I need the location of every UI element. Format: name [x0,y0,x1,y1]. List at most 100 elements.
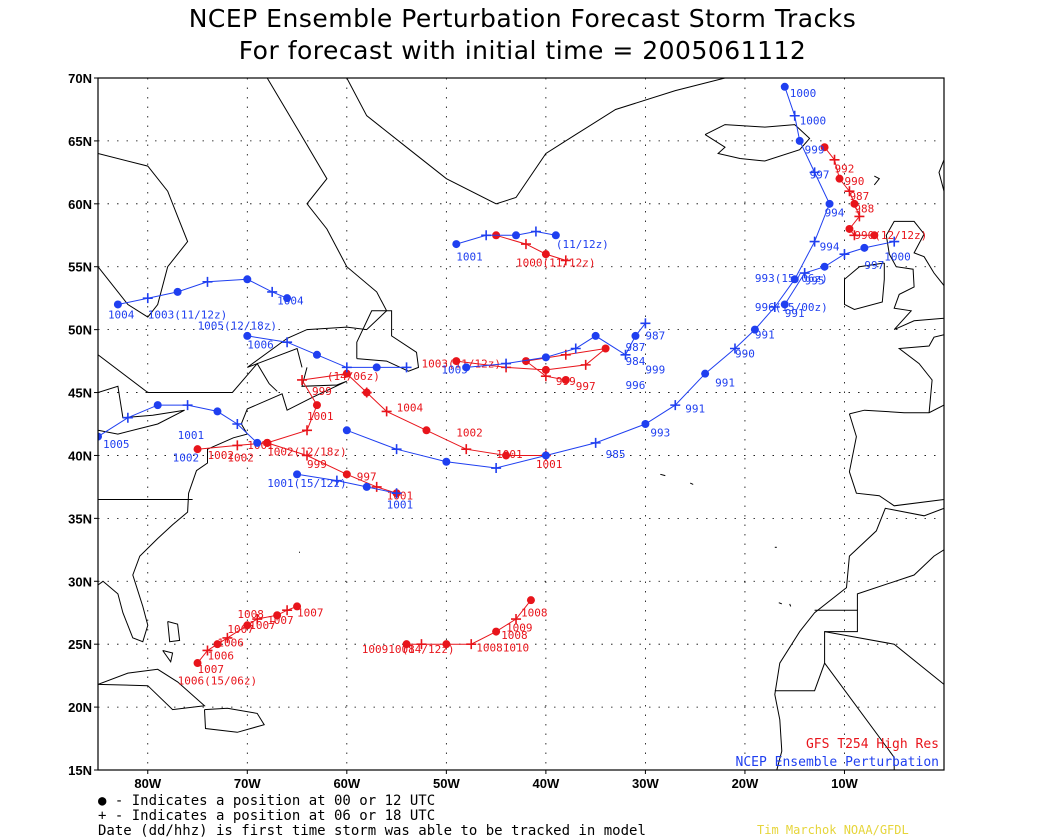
track-position-00-12utc [113,300,122,309]
track-position-06-18utc [511,614,522,625]
track-position-06-18utc [769,301,780,312]
track-line [784,241,895,305]
track-position-06-18utc [302,425,313,436]
pressure-label: 1006(15/06z) [178,674,257,687]
track-position-00-12utc [541,451,550,460]
coastline [873,175,881,186]
track-position-00-12utc [591,331,600,340]
track-line [297,473,397,494]
chart-title: NCEP Ensemble Perturbation Forecast Stor… [188,4,857,33]
pressure-label: 988 [854,203,874,216]
coastlines [98,78,944,770]
coastline [167,621,181,643]
track-position-06-18utc [302,450,313,461]
coastline [98,385,185,435]
lon-tick-label: 50W [433,776,460,791]
pressure-label: 1001 [178,429,205,442]
pressure-label: 999 [312,385,332,398]
track-position-06-18utc [391,444,402,455]
track-position-00-12utc [541,250,550,259]
ensemble-label: NCEP Ensemble Perturbation [736,755,940,770]
storm-tracks: 1006(15/06z)1007100610061007100810071007… [98,82,927,687]
coastline [204,707,265,733]
track-position-00-12utc [362,388,371,397]
pressure-label: 1008 [237,608,264,621]
lat-tick-label: 60N [68,197,92,212]
track-position-00-12utc [561,375,570,384]
pressure-label: 1001 [496,448,523,461]
pressure-label: 999 [645,364,665,377]
track-position-00-12utc [312,350,321,359]
lat-tick-label: 15N [68,763,92,778]
storm-track: 1004 1002 1001 1001 [362,388,563,471]
track-position-00-12utc [850,199,859,208]
track-position-06-18utc [809,236,820,247]
coastline [774,507,944,770]
pressure-label: 993(15/06z) [755,272,828,285]
lon-tick-label: 70W [234,776,261,791]
storm-track: 1004 1003(11/12z)1005(12/18z)1004 [108,275,304,333]
track-position-06-18utc [267,286,278,297]
pressure-label: 1006 [217,637,244,650]
storm-track: 1006 [243,331,412,373]
track-position-06-18utc [371,481,382,492]
track-position-00-12utc [273,611,282,620]
pressure-label: 990 [844,175,864,188]
pressure-label: 1002 [173,452,200,465]
coastline [690,482,694,485]
track-position-06-18utc [222,632,233,643]
track-position-06-18utc [282,605,293,616]
track-position-00-12utc [521,357,530,366]
track-line [197,373,368,450]
coastline [824,662,895,770]
coastline [346,78,726,205]
pressure-label: 1001 [536,458,563,471]
pressure-label: 991 [685,403,705,416]
coastline [844,262,885,311]
lat-tick-label: 40N [68,448,92,463]
track-line [495,234,566,261]
pressure-label: 1004 [277,294,304,307]
coastline [778,602,782,605]
track-position-06-18utc [789,110,800,121]
storm-track: 1006(15/06z)1007100610061007100810071007… [178,602,324,687]
track-position-00-12utc [452,240,461,249]
track-position-06-18utc [839,249,850,260]
coastline [98,153,189,318]
pressure-label: 1005(12/18z) [198,320,277,333]
pressure-label: 1006 [207,649,234,662]
lat-tick-label: 25N [68,637,92,652]
track-position-00-12utc [263,438,272,447]
track-position-06-18utc [331,475,342,486]
pressure-label: 1003(11/12z) [148,308,227,321]
pressure-label: 994 [820,240,840,253]
track-position-00-12utc [551,231,560,240]
track-position-06-18utc [829,154,840,165]
map-frame [97,77,945,771]
coastline [885,220,944,331]
coastline [704,124,811,162]
coastline [660,473,666,477]
pressure-label: (14/06z) [327,370,380,383]
pressure-label: 1007 [249,619,276,632]
pressure-label: 990 [735,347,755,360]
track-position-06-18utc [570,343,581,354]
track-position-00-12utc [452,357,461,366]
credit-label: Tim Marchok NOAA/GFDL [757,823,909,837]
lat-tick-label: 45N [68,386,92,401]
pressure-label: 999 [805,143,825,156]
legend-date: Date (dd/hhz) is first time storm was ab… [98,823,646,839]
lon-tick-label: 40W [533,776,560,791]
track-position-06-18utc [401,362,412,373]
pressure-label: 1008 [501,629,528,642]
pressure-label: 1001 [456,250,483,263]
lat-tick-label: 30N [68,574,92,589]
track-position-06-18utc [640,318,651,329]
pressure-label: 1002 [456,427,483,440]
track-position-06-18utc [416,639,427,650]
track-position-00-12utc [253,438,262,447]
